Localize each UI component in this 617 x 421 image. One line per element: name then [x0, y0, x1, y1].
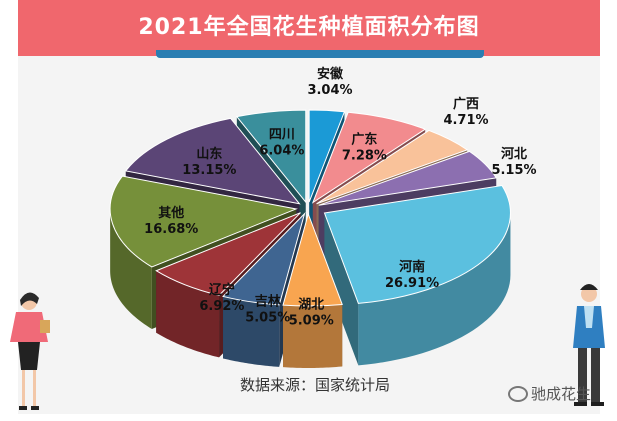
slice-label-name: 湖北 [298, 298, 324, 313]
slice-河南-top [323, 184, 511, 304]
slice-label-name: 广西 [453, 96, 479, 112]
slice-label-name: 广东 [351, 131, 377, 147]
woman-figure-illustration [10, 292, 50, 410]
slice-label-name: 其他 [158, 205, 184, 221]
title-banner: 2021年全国花生种植面积分布图 [18, 0, 600, 56]
slice-label-name: 辽宁 [209, 282, 235, 298]
slice-label-value: 4.71% [443, 113, 488, 128]
data-source-note: 数据来源：国家统计局 [239, 376, 390, 394]
slice-山东-top [124, 117, 301, 205]
chart-title: 2021年全国花生种植面积分布图 [138, 15, 480, 40]
slice-label-value: 5.05% [245, 311, 290, 326]
wechat-icon [508, 385, 528, 402]
slice-label-value: 26.91% [385, 276, 439, 291]
title-banner-strip [156, 50, 484, 58]
slice-label-name: 山东 [196, 146, 222, 162]
slice-label-value: 13.15% [182, 163, 236, 178]
slice-label-value: 6.04% [259, 144, 304, 159]
slice-label-name: 安徽 [317, 66, 344, 82]
slice-湖北-top [282, 212, 343, 307]
slice-四川-top [235, 109, 307, 204]
slice-4-outer-wall [358, 212, 511, 366]
slice-广西-top [316, 129, 469, 205]
slice-8-outer-wall [110, 208, 152, 329]
slice-其他-top [109, 175, 298, 268]
slice-安徽-top [308, 109, 346, 203]
slice-7-outer-wall [156, 270, 220, 358]
slice-吉林-top [222, 212, 306, 306]
slice-label-value: 6.92% [199, 299, 244, 314]
watermark-text: 驰成花生 [531, 385, 592, 403]
slice-label-value: 7.28% [342, 148, 387, 163]
slice-4-radial-wall [324, 212, 359, 366]
slice-label-value: 16.68% [144, 222, 198, 237]
slice-label-value: 5.15% [491, 163, 536, 178]
slice-label-value: 5.09% [289, 314, 334, 329]
slice-河北-top [318, 150, 498, 206]
slice-5-outer-wall [283, 304, 343, 368]
slice-label-name: 四川 [269, 128, 295, 143]
slice-label-name: 河南 [399, 259, 425, 275]
slice-广东-top [311, 111, 427, 204]
slice-辽宁-top [155, 212, 301, 296]
slice-label-name: 吉林 [255, 294, 281, 310]
watermark: 驰成花生 [508, 383, 591, 404]
slice-label-value: 3.04% [307, 83, 352, 98]
man-figure-illustration [573, 284, 605, 406]
slice-label-name: 河北 [501, 146, 527, 162]
slice-6-outer-wall [223, 296, 280, 367]
